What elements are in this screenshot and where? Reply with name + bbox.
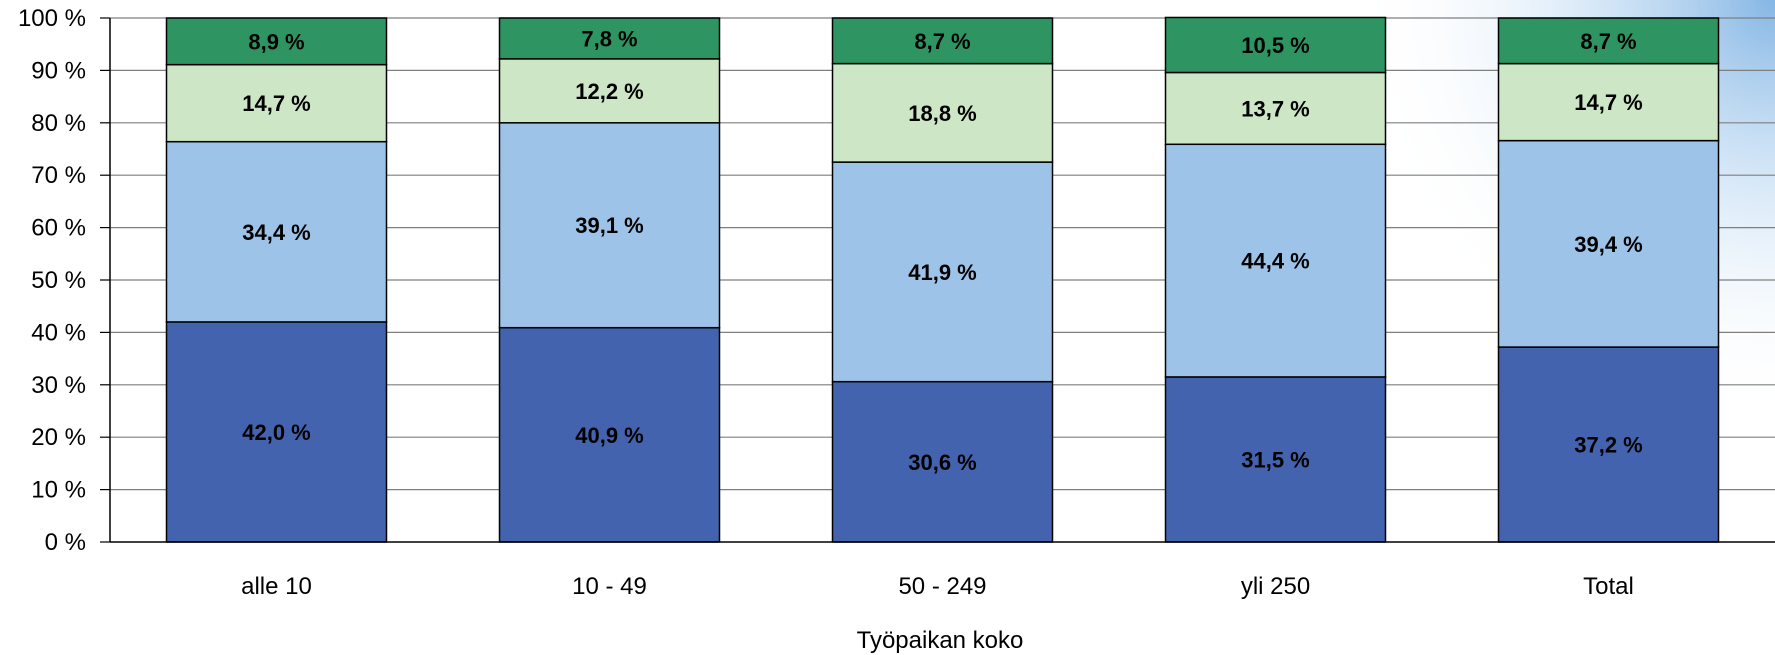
y-tick-label: 20 % bbox=[31, 424, 86, 451]
bar-segment bbox=[498, 58, 721, 124]
bar-segment bbox=[1497, 17, 1720, 65]
bar-segment bbox=[1164, 16, 1387, 74]
y-tick-label: 80 % bbox=[31, 110, 86, 137]
data-label: 31,5 % bbox=[1241, 447, 1310, 472]
y-tick-label: 60 % bbox=[31, 215, 86, 242]
data-label: 8,7 % bbox=[914, 29, 970, 54]
bar-segment bbox=[1164, 143, 1387, 378]
bar-segment bbox=[1497, 139, 1720, 348]
bar-segment bbox=[165, 63, 388, 143]
labels: 0 % 10 % 20 % 30 % 40 % 50 % 60 % 70 % 80 % 90 % 1… bbox=[18, 5, 1643, 600]
x-category-label: 10 - 49 bbox=[572, 573, 647, 600]
y-tick-label: 50 % bbox=[31, 267, 86, 294]
bars bbox=[165, 16, 1720, 543]
data-label: 10,5 % bbox=[1241, 33, 1310, 58]
bar-segment bbox=[1497, 346, 1720, 543]
y-tick-label: 30 % bbox=[31, 372, 86, 399]
bar-segment bbox=[831, 380, 1054, 543]
bar-segment bbox=[1164, 376, 1387, 543]
data-label: 34,4 % bbox=[242, 220, 311, 245]
data-label: 30,6 % bbox=[908, 450, 977, 475]
x-category-label: yli 250 bbox=[1241, 573, 1310, 600]
x-category-label: alle 10 bbox=[241, 573, 312, 600]
data-label: 42,0 % bbox=[242, 420, 311, 445]
data-label: 40,9 % bbox=[575, 423, 644, 448]
data-label: 14,7 % bbox=[1574, 90, 1643, 115]
y-tick-label: 100 % bbox=[18, 5, 86, 32]
bar-segment bbox=[498, 326, 721, 543]
x-category-label: Total bbox=[1583, 573, 1634, 600]
y-tick-label: 0 % bbox=[45, 529, 86, 556]
bar-segment bbox=[831, 161, 1054, 383]
data-label: 8,7 % bbox=[1580, 29, 1636, 54]
data-label: 39,1 % bbox=[575, 213, 644, 238]
y-tick-label: 40 % bbox=[31, 319, 86, 346]
y-tick-label: 90 % bbox=[31, 57, 86, 84]
data-label: 14,7 % bbox=[242, 91, 311, 116]
y-tick-label: 70 % bbox=[31, 162, 86, 189]
x-axis-title: Työpaikan koko bbox=[857, 627, 1024, 654]
data-label: 37,2 % bbox=[1574, 433, 1643, 458]
bar-segment bbox=[498, 17, 721, 60]
data-label: 44,4 % bbox=[1241, 249, 1310, 274]
data-label: 7,8 % bbox=[581, 26, 637, 51]
bar-segment bbox=[165, 140, 388, 323]
data-label: 12,2 % bbox=[575, 79, 644, 104]
data-label: 8,9 % bbox=[248, 29, 304, 54]
bar-segment bbox=[498, 122, 721, 329]
x-category-label: 50 - 249 bbox=[898, 573, 986, 600]
axes bbox=[100, 17, 1775, 543]
data-label: 13,7 % bbox=[1241, 96, 1310, 121]
data-label: 39,4 % bbox=[1574, 232, 1643, 257]
data-label: 18,8 % bbox=[908, 101, 977, 126]
data-label: 41,9 % bbox=[908, 260, 977, 285]
bar-segment bbox=[831, 17, 1054, 65]
bar-segment bbox=[1164, 71, 1387, 146]
bar-segment bbox=[165, 321, 388, 543]
y-tick-label: 10 % bbox=[31, 477, 86, 504]
bar-segment bbox=[165, 17, 388, 66]
